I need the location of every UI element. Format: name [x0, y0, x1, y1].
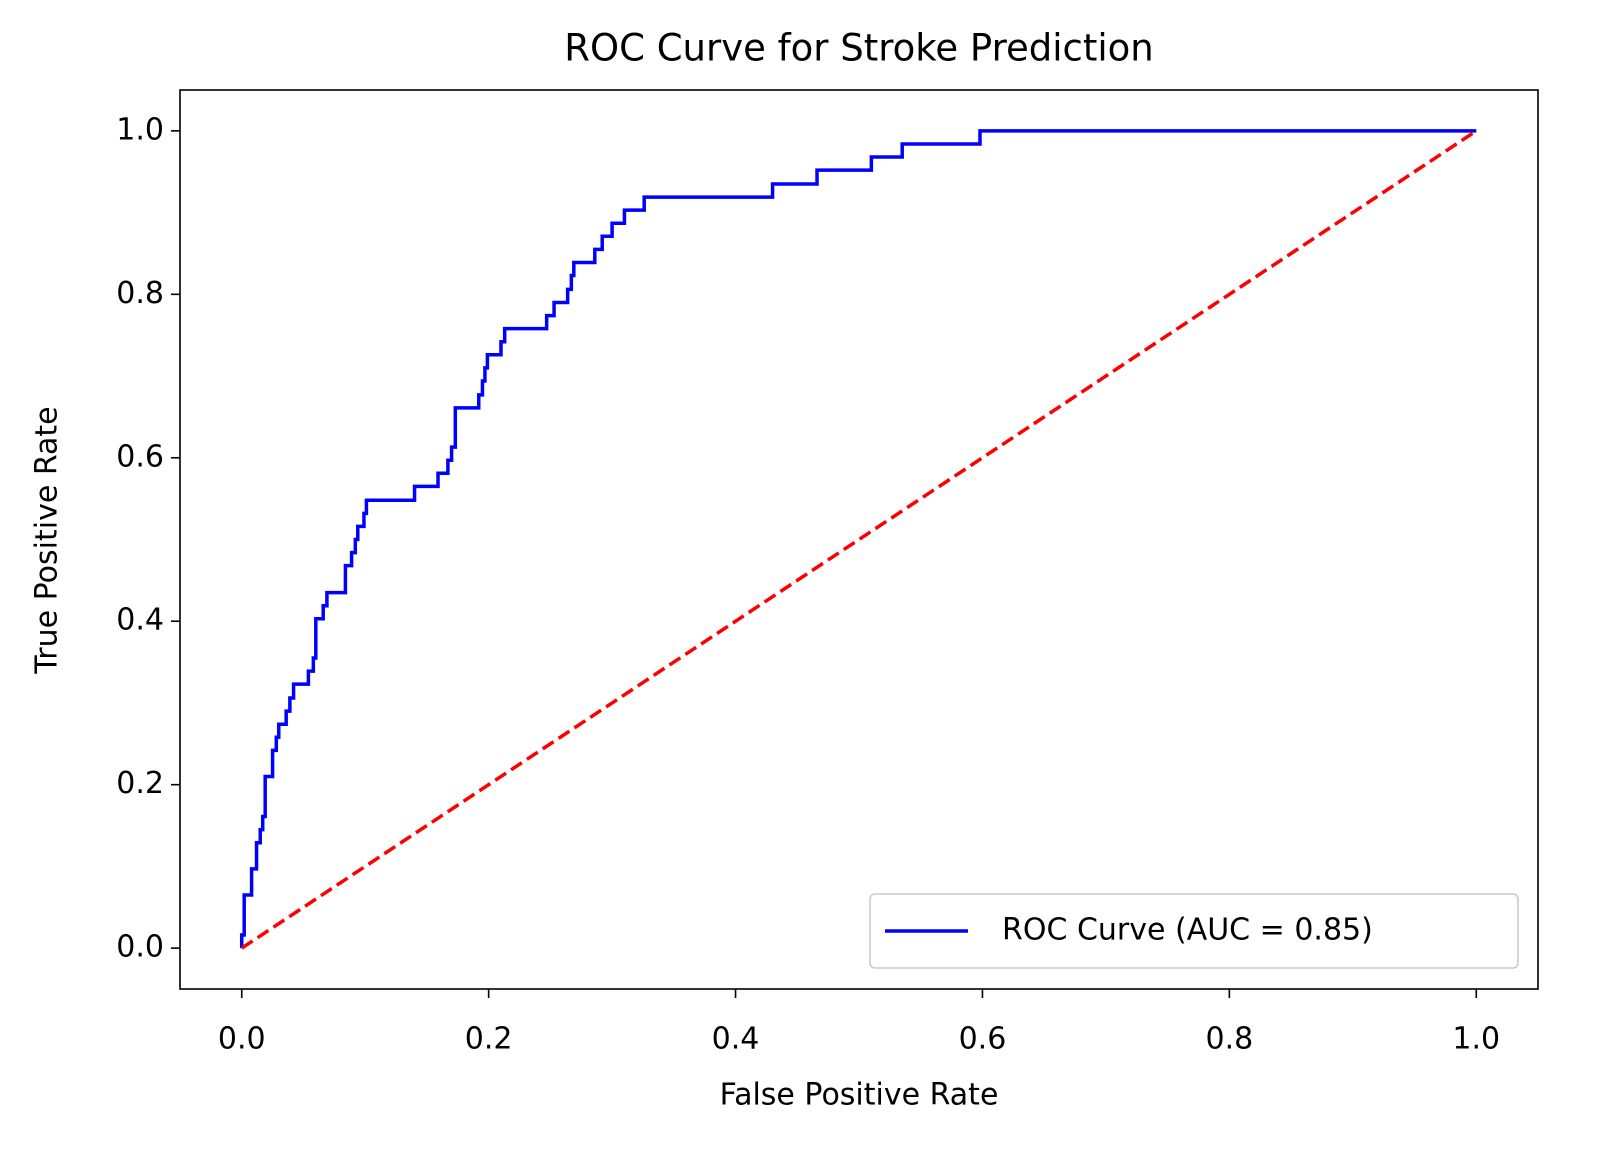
x-axis-label: False Positive Rate [720, 1078, 999, 1113]
x-tick-label: 0.8 [1206, 1022, 1254, 1057]
y-tick-label: 0.8 [116, 276, 164, 311]
y-tick-label: 0.2 [116, 766, 164, 801]
x-tick-label: 1.0 [1452, 1022, 1500, 1057]
y-axis-label: True Positive Rate [30, 406, 65, 674]
y-tick-label: 1.0 [116, 112, 164, 147]
roc-line [239, 129, 1477, 949]
y-tick-label: 0.6 [116, 439, 164, 474]
plot-frame [179, 89, 1539, 990]
legend: ROC Curve (AUC = 0.85) [869, 893, 1519, 969]
y-tick-label: 0.0 [116, 930, 164, 965]
x-tick-label: 0.2 [465, 1022, 513, 1057]
legend-label: ROC Curve (AUC = 0.85) [1002, 913, 1373, 948]
chart-title: ROC Curve for Stroke Prediction [564, 27, 1153, 70]
x-tick-label: 0.6 [959, 1022, 1007, 1057]
x-tick-label: 0.0 [218, 1022, 266, 1057]
y-tick-label: 0.4 [116, 603, 164, 638]
legend-box [869, 893, 1519, 969]
x-tick-label: 0.4 [712, 1022, 760, 1057]
reference-line [240, 129, 1478, 950]
